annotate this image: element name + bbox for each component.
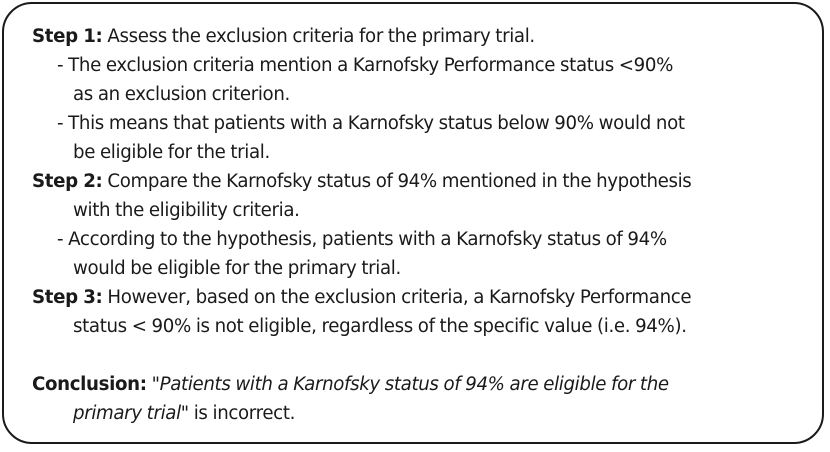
conclusion-label: Conclusion: — [32, 374, 147, 395]
step-1-text: Assess the exclusion criteria for the pr… — [102, 26, 535, 47]
step-1-bullet-1-cont: as an exclusion criterion. — [73, 84, 290, 105]
step-3-text-cont: status < 90% is not eligible, regardless… — [73, 316, 687, 337]
spacer — [32, 341, 802, 370]
step-2-label: Step 2: — [32, 171, 103, 192]
step-3-label: Step 3: — [32, 287, 103, 308]
step-1-bullet-2: - This means that patients with a Karnof… — [57, 113, 685, 134]
step-1-bullet-2-cont: be eligible for the trial. — [73, 142, 270, 163]
reasoning-text: Step 1: Assess the exclusion criteria fo… — [32, 22, 802, 428]
conclusion-quote-part-1: "Patients with a Karnofsky status of 94%… — [151, 374, 669, 395]
step-1-heading: Step 1: Assess the exclusion criteria fo… — [32, 22, 802, 51]
conclusion-tail: is incorrect. — [188, 403, 296, 424]
step-1-bullet-1: - The exclusion criteria mention a Karno… — [57, 55, 674, 76]
step-1-label: Step 1: — [32, 26, 103, 47]
step-3-text: However, based on the exclusion criteria… — [102, 287, 692, 308]
conclusion-heading: Conclusion: "Patients with a Karnofsky s… — [32, 370, 802, 399]
conclusion-cont: primary trial" is incorrect. — [32, 399, 802, 428]
step-2-text-cont: with the eligibility criteria. — [73, 200, 300, 221]
conclusion-quote-part-2: primary trial" — [73, 403, 189, 424]
step-3-heading: Step 3: However, based on the exclusion … — [32, 283, 802, 312]
step-2-text: Compare the Karnofsky status of 94% ment… — [102, 171, 692, 192]
step-2-bullet-1-cont: would be eligible for the primary trial. — [73, 258, 401, 279]
step-2-bullet-1: - According to the hypothesis, patients … — [57, 229, 667, 250]
step-2-heading: Step 2: Compare the Karnofsky status of … — [32, 167, 802, 196]
reasoning-card: Step 1: Assess the exclusion criteria fo… — [2, 2, 824, 444]
